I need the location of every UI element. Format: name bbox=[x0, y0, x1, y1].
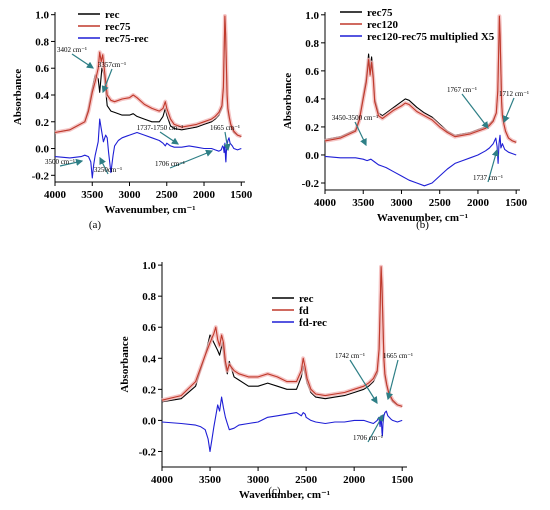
y-tick-label: -0.2 bbox=[32, 170, 50, 182]
legend-label: rec120 bbox=[367, 19, 398, 31]
series-line-2 bbox=[324, 15, 517, 143]
y-tick-label: 0.2 bbox=[35, 117, 49, 129]
y-axis-label: Absorbance bbox=[12, 69, 24, 125]
y-tick-label: 0.8 bbox=[142, 291, 156, 303]
series-line-3 bbox=[324, 134, 517, 187]
chart-panel-b: -0.2 0.0 0.2 0.4 0.6 0.8 1.0 4000 3500 3000 2500 20… bbox=[282, 7, 529, 231]
y-axis-label: Absorbance bbox=[119, 336, 131, 392]
x-tick-label: 3000 bbox=[119, 189, 142, 201]
annotation-arrow bbox=[386, 359, 399, 401]
y-tick-label: 1.0 bbox=[305, 10, 319, 22]
annotation-arrow bbox=[223, 131, 231, 152]
annotation-arrow bbox=[487, 148, 499, 183]
x-tick-label: 3500 bbox=[199, 474, 222, 486]
panel-label: (a) bbox=[89, 219, 102, 231]
y-tick-label: 0.4 bbox=[35, 90, 49, 102]
y-tick-label: 0.4 bbox=[142, 353, 156, 365]
x-tick-label: 3000 bbox=[247, 474, 270, 486]
annotation-arrow bbox=[502, 97, 515, 124]
annotation-label: 1665 cm⁻¹ bbox=[210, 124, 240, 132]
y-tick-label: 0.8 bbox=[35, 36, 49, 48]
legend-label: fd bbox=[299, 305, 309, 317]
annotation-arrow bbox=[159, 131, 179, 145]
chart-panel-c: -0.2 0.0 0.2 0.4 0.6 0.8 1.0 4000 3500 3000 2500 20… bbox=[119, 260, 414, 501]
x-tick-label: 2000 bbox=[343, 474, 366, 486]
series-line-3 bbox=[161, 396, 403, 453]
series-line-3 bbox=[54, 118, 242, 179]
x-axis-label: Wavenumber, cm⁻¹ bbox=[104, 204, 195, 216]
annotation-arrow bbox=[59, 158, 84, 167]
annotation-arrow bbox=[354, 121, 367, 147]
y-tick-label: 1.0 bbox=[142, 260, 156, 272]
annotation-arrow bbox=[99, 156, 109, 175]
x-tick-label: 3500 bbox=[81, 189, 104, 201]
annotation-label: 1737 cm⁻¹ bbox=[473, 174, 503, 182]
x-tick-label: 4000 bbox=[314, 197, 337, 209]
x-tick-label: 3000 bbox=[390, 197, 413, 209]
y-tick-label: 0.6 bbox=[142, 322, 156, 334]
annotation-arrow bbox=[101, 68, 113, 94]
x-axis-label: Wavenumber, cm⁻¹ bbox=[239, 489, 330, 501]
y-tick-label: 0.6 bbox=[35, 63, 49, 75]
annotation-label: 1706 cm⁻¹ bbox=[353, 434, 383, 442]
legend-label: rec75 bbox=[105, 21, 131, 33]
annotation-arrow bbox=[349, 359, 378, 405]
panel-label: (c) bbox=[268, 485, 281, 497]
annotation-label: 1742 cm⁻¹ bbox=[335, 352, 365, 360]
y-tick-label: 0.0 bbox=[142, 415, 156, 427]
legend-label: rec75 bbox=[367, 7, 393, 19]
annotation-label: 1665 cm⁻¹ bbox=[383, 352, 413, 360]
y-tick-label: 1.0 bbox=[35, 10, 49, 22]
y-tick-label: 0.2 bbox=[142, 384, 156, 396]
annotation-label: 1737-1750 cm⁻¹ bbox=[137, 124, 183, 132]
annotation-arrow bbox=[367, 413, 384, 443]
x-tick-label: 2500 bbox=[295, 474, 318, 486]
annotation-label: 1712 cm⁻¹ bbox=[499, 90, 529, 98]
y-tick-label: 0.6 bbox=[305, 66, 319, 78]
annotation-label: 3450-3500 cm⁻¹ bbox=[332, 114, 378, 122]
x-tick-label: 4000 bbox=[151, 474, 174, 486]
y-tick-label: 0.8 bbox=[305, 38, 319, 50]
annotation-label: 1767 cm⁻¹ bbox=[447, 86, 477, 94]
annotation-label: 3357cm⁻¹ bbox=[98, 61, 126, 69]
legend-label: rec120-rec75 multiplied X5 bbox=[367, 31, 495, 43]
chart-panel-a: -0.2 0.0 0.2 0.4 0.6 0.8 1.0 4000 3500 3000 2500 20… bbox=[12, 9, 253, 231]
x-tick-label: 1500 bbox=[391, 474, 414, 486]
y-tick-label: 0.0 bbox=[305, 150, 319, 162]
y-axis-label: Absorbance bbox=[282, 73, 294, 129]
annotation-label: 3250cm⁻¹ bbox=[94, 166, 122, 174]
y-tick-label: -0.2 bbox=[139, 446, 157, 458]
annotation-arrow bbox=[71, 53, 94, 69]
y-tick-label: -0.2 bbox=[302, 178, 320, 190]
legend-label: rec75-rec bbox=[105, 33, 149, 45]
series-line-2 bbox=[54, 15, 242, 138]
legend-label: rec bbox=[299, 293, 314, 305]
annotation-arrow bbox=[461, 93, 489, 129]
x-tick-label: 2500 bbox=[429, 197, 452, 209]
annotation-label: 3500 cm⁻¹ bbox=[45, 158, 75, 166]
x-tick-label: 4000 bbox=[44, 189, 67, 201]
annotation-arrow bbox=[169, 149, 214, 169]
y-tick-label: 0.2 bbox=[305, 122, 319, 134]
annotation-label: 1706 cm⁻¹ bbox=[155, 160, 185, 168]
x-tick-label: 1500 bbox=[230, 189, 253, 201]
annotation-label: 3402 cm⁻¹ bbox=[57, 46, 87, 54]
y-tick-label: 0.4 bbox=[305, 94, 319, 106]
x-tick-label: 1500 bbox=[505, 197, 528, 209]
legend-label: rec bbox=[105, 9, 120, 21]
x-tick-label: 2000 bbox=[467, 197, 490, 209]
x-tick-label: 2500 bbox=[156, 189, 179, 201]
panel-label: (b) bbox=[416, 219, 429, 231]
x-tick-label: 2000 bbox=[193, 189, 216, 201]
legend-label: fd-rec bbox=[299, 317, 327, 329]
y-tick-label: 0.0 bbox=[35, 144, 49, 156]
series-line-2 bbox=[161, 266, 403, 407]
x-tick-label: 3500 bbox=[352, 197, 375, 209]
x-axis-label: Wavenumber, cm⁻¹ bbox=[377, 212, 468, 224]
